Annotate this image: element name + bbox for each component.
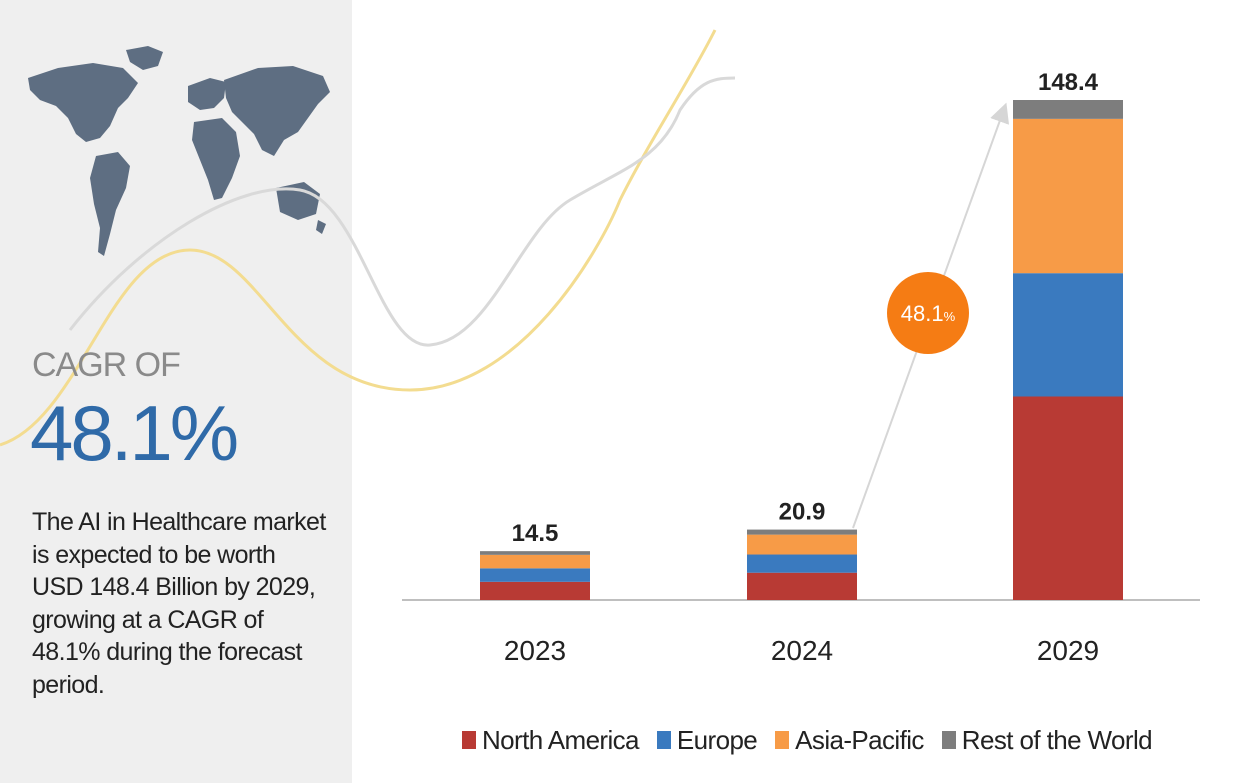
cagr-bubble-text: 48.1% [901,301,956,326]
legend-swatch-asia-pacific [775,731,790,749]
bar-segment-north-america-2029 [1013,396,1123,600]
bar-segment-north-america-2024 [747,572,857,600]
bar-segment-rest-of-the-world-2029 [1013,100,1123,119]
bar-segment-europe-2024 [747,554,857,573]
cagr-bubble-unit: % [944,309,956,324]
bar-segment-asia-pacific-2024 [747,534,857,555]
bar-segment-north-america-2023 [480,581,590,600]
cagr-bubble-circle [887,272,969,354]
bar-segment-asia-pacific-2029 [1013,118,1123,274]
cagr-bubble: 48.1% [887,272,969,354]
legend-item-europe: Europe [656,724,758,756]
bar-segment-europe-2029 [1013,273,1123,397]
legend-swatch-north-america [462,731,476,749]
bar-segment-europe-2023 [480,568,590,582]
cagr-value: 48.1% [30,389,239,477]
legend-label-asia-pacific: Asia-Pacific [795,724,924,755]
cagr-bubble-value: 48.1 [901,301,944,326]
x-tick-label-2029: 2029 [1037,635,1099,666]
legend-label-rest-of-the-world: Rest of the World [961,724,1153,755]
bars-group: 14.5 2023 20.9 2024 148.4 2029 [480,69,1123,666]
x-tick-label-2024: 2024 [771,635,833,666]
total-label-2029: 148.4 [1038,69,1099,96]
bar-segment-rest-of-the-world-2023 [480,551,590,555]
legend-swatch-europe [656,731,671,749]
cagr-label: CAGR OF [32,346,181,384]
x-tick-label-2023: 2023 [504,635,566,666]
legend-swatch-rest-of-the-world [941,731,956,749]
legend-item-rest-of-the-world: Rest of the World [941,724,1153,756]
legend: North America Europe Asia-Pacific Rest of t… [462,722,1153,758]
summary-text: The AI in Healthcare market is expected … [32,508,326,699]
bar-segment-asia-pacific-2023 [480,554,590,569]
legend-label-north-america: North America [482,724,640,755]
legend-item-asia-pacific: Asia-Pacific [775,725,924,756]
legend-item-north-america: North America [462,724,640,756]
bar-segment-rest-of-the-world-2024 [747,529,857,535]
total-label-2023: 14.5 [512,520,559,547]
total-label-2024: 20.9 [779,499,826,526]
legend-label-europe: Europe [676,724,758,755]
